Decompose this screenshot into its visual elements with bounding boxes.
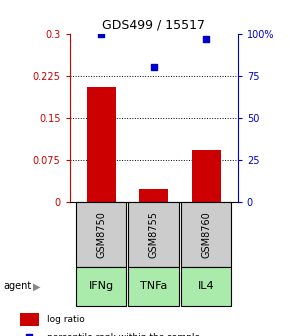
Bar — [181, 267, 231, 306]
Text: GSM8750: GSM8750 — [96, 211, 106, 258]
Bar — [76, 267, 126, 306]
Point — [99, 32, 104, 37]
Bar — [192, 150, 221, 202]
Bar — [20, 313, 39, 326]
Text: IFNg: IFNg — [88, 282, 114, 291]
Bar — [128, 202, 179, 267]
Text: agent: agent — [3, 282, 31, 291]
Text: percentile rank within the sample: percentile rank within the sample — [46, 333, 200, 336]
Bar — [87, 87, 116, 202]
Title: GDS499 / 15517: GDS499 / 15517 — [102, 18, 205, 31]
Bar — [76, 202, 126, 267]
Text: TNFa: TNFa — [140, 282, 167, 291]
Point — [151, 65, 156, 70]
Text: IL4: IL4 — [198, 282, 215, 291]
Point — [204, 36, 209, 41]
Bar — [139, 189, 168, 202]
Bar — [128, 267, 179, 306]
Text: log ratio: log ratio — [46, 315, 84, 324]
Text: ▶: ▶ — [33, 282, 41, 291]
Bar — [181, 202, 231, 267]
Point — [27, 334, 32, 336]
Text: GSM8760: GSM8760 — [201, 211, 211, 258]
Text: GSM8755: GSM8755 — [149, 211, 159, 258]
